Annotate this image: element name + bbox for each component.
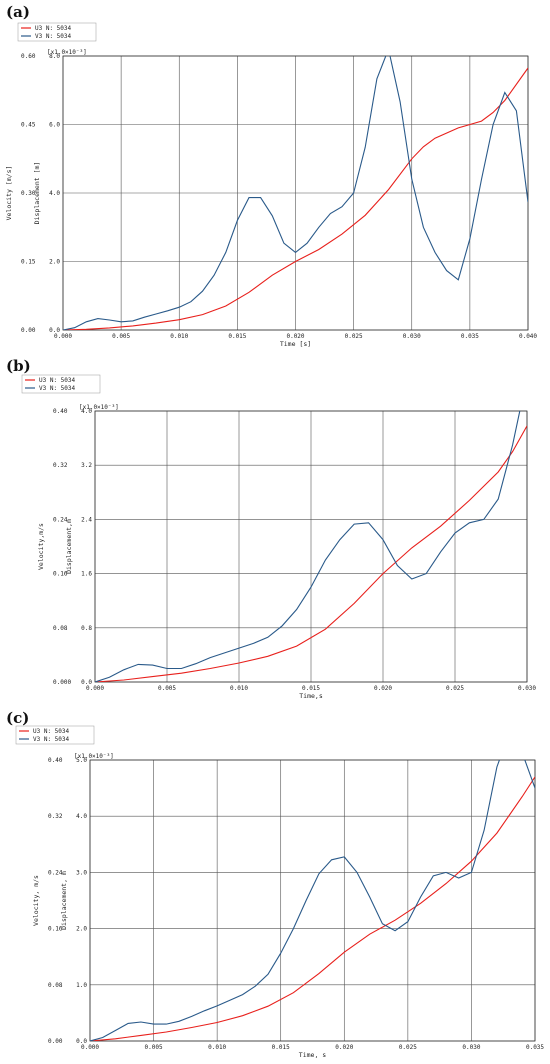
- x-tick-label: 0.000: [86, 685, 104, 692]
- y-left-tick-label: 0.08: [48, 982, 63, 989]
- legend-entry: U3 N: 5034: [39, 377, 76, 384]
- y-right-tick-label: 4.0: [81, 408, 92, 415]
- x-tick-label: 0.035: [526, 1044, 544, 1051]
- legend-box: [15, 725, 95, 745]
- chart-panel-2: 0.000 0.005 0.010 0.015 0.020 0.025 0.030 0.000…: [21, 374, 536, 700]
- y-right-tick-label: 2.0: [49, 259, 60, 266]
- y-right-tick-label: 4.0: [76, 813, 87, 820]
- y-right-tick-label: 8.0: [49, 53, 60, 60]
- x-tick-label: 0.030: [403, 333, 421, 340]
- y-left-axis-label: Velocity,m/s: [37, 523, 45, 570]
- y-right-tick-label: 2.0: [76, 926, 87, 933]
- x-tick-label: 0.025: [446, 685, 464, 692]
- y-left-tick-label: 0.32: [48, 813, 63, 820]
- y-left-tick-label: 0.40: [48, 757, 63, 764]
- y-right-tick-label: 0.0: [49, 327, 60, 334]
- legend-entry: U3 N: 5034: [35, 25, 72, 32]
- chart-panel-3: 0.000 0.005 0.010 0.015 0.020 0.025 0.030 0.035…: [15, 725, 544, 1059]
- axis-multiplier: [x1.0×10⁻³]: [74, 753, 114, 760]
- y-left-tick-label: 0.08: [53, 625, 68, 632]
- x-tick-label: 0.015: [228, 333, 246, 340]
- panel-label-c: (c): [6, 709, 30, 727]
- y-right-tick-label: 4.0: [49, 190, 60, 197]
- x-tick-label: 0.030: [518, 685, 536, 692]
- x-tick-label: 0.000: [81, 1044, 99, 1051]
- y-right-tick-label: 0.8: [81, 625, 92, 632]
- y-left-tick-label: 0.16: [53, 571, 68, 578]
- y-right-tick-label: 2.4: [81, 516, 92, 523]
- x-tick-label: 0.015: [272, 1044, 290, 1051]
- x-tick-label: 0.040: [519, 333, 537, 340]
- series-line-v3: [63, 56, 528, 330]
- y-left-tick-label: 0.000: [53, 679, 71, 686]
- x-tick-label: 0.010: [230, 685, 248, 692]
- y-left-tick-label: 0.30: [21, 190, 36, 197]
- y-left-tick-label: 0.24: [53, 516, 68, 523]
- plot-frame: [94, 410, 528, 683]
- x-tick-label: 0.035: [461, 333, 479, 340]
- y-left-tick-label: 0.00: [21, 327, 36, 334]
- legend-entry: U3 N: 5034: [33, 728, 70, 735]
- series-line-v3: [95, 411, 521, 682]
- x-tick-label: 0.020: [286, 333, 304, 340]
- panel-label-a: (a): [6, 3, 30, 21]
- series-line-v3: [90, 760, 535, 1041]
- y-left-tick-label: 0.15: [21, 259, 36, 266]
- x-tick-label: 0.000: [54, 333, 72, 340]
- y-left-axis-label: Velocity, m/s: [32, 875, 40, 926]
- x-tick-label: 0.010: [208, 1044, 226, 1051]
- x-tick-label: 0.030: [462, 1044, 480, 1051]
- y-right-tick-label: 1.0: [76, 982, 87, 989]
- x-axis-label: Time [s]: [280, 340, 311, 348]
- legend-box: [17, 22, 97, 42]
- y-left-tick-label: 0.16: [48, 926, 63, 933]
- axis-multiplier: [x1.0×10⁻³]: [47, 49, 87, 56]
- series-line-u3: [90, 776, 535, 1041]
- y-right-tick-label: 0.0: [81, 679, 92, 686]
- plot-frame: [62, 55, 529, 331]
- x-tick-label: 0.005: [112, 333, 130, 340]
- y-left-tick-label: 0.45: [21, 122, 36, 129]
- y-right-tick-label: 3.2: [81, 462, 92, 469]
- y-right-tick-label: 3.0: [76, 869, 87, 876]
- series-line-u3: [63, 67, 528, 330]
- x-tick-label: 0.020: [374, 685, 392, 692]
- x-tick-label: 0.005: [145, 1044, 163, 1051]
- y-right-axis-label: Displacement,m: [65, 519, 73, 574]
- plot-frame: [89, 759, 536, 1042]
- y-left-tick-label: 0.00: [48, 1038, 63, 1045]
- y-left-axis-label: Velocity [m/s]: [5, 166, 13, 221]
- y-left-tick-label: 0.60: [21, 53, 36, 60]
- y-left-tick-label: 0.32: [53, 462, 68, 469]
- x-tick-label: 0.025: [399, 1044, 417, 1051]
- axis-multiplier: [x1.0×10⁻³]: [79, 404, 119, 411]
- y-right-axis-label: Displacement [m]: [33, 162, 41, 225]
- x-axis-label: Time,s: [299, 692, 323, 700]
- y-right-tick-label: 6.0: [49, 122, 60, 129]
- legend-entry: V3 N: 5034: [33, 736, 70, 743]
- panel-label-b: (b): [6, 357, 31, 375]
- legend-box: [21, 374, 101, 394]
- legend-entry: V3 N: 5034: [35, 33, 72, 40]
- y-left-tick-label: 0.40: [53, 408, 68, 415]
- x-tick-label: 0.020: [335, 1044, 353, 1051]
- y-right-tick-label: 5.0: [76, 757, 87, 764]
- y-right-tick-label: 0.0: [76, 1038, 87, 1045]
- x-tick-label: 0.005: [158, 685, 176, 692]
- x-tick-label: 0.015: [302, 685, 320, 692]
- series-line-u3: [95, 425, 527, 682]
- y-right-axis-label: Displacement, m: [60, 871, 68, 930]
- x-tick-label: 0.010: [170, 333, 188, 340]
- x-tick-label: 0.025: [345, 333, 363, 340]
- x-axis-label: Time, s: [299, 1051, 326, 1059]
- chart-panel-1: 0.000 0.005 0.010 0.015 0.020 0.025 0.030 0.035…: [5, 22, 537, 348]
- y-left-tick-label: 0.24: [48, 869, 63, 876]
- legend-entry: V3 N: 5034: [39, 385, 76, 392]
- y-right-tick-label: 1.6: [81, 571, 92, 578]
